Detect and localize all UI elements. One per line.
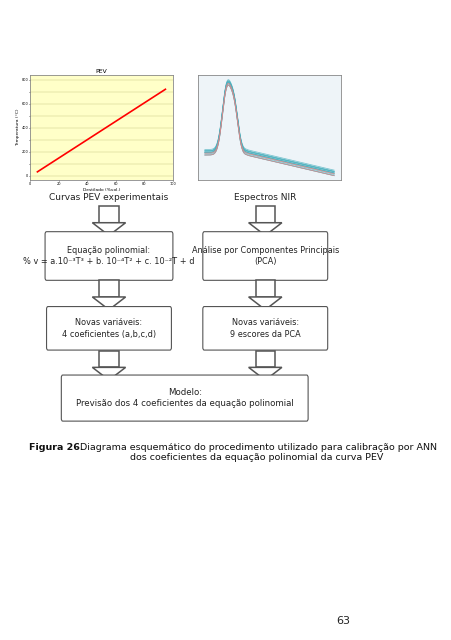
Text: Curvas PEV experimentais: Curvas PEV experimentais	[49, 193, 168, 202]
Text: 63: 63	[336, 616, 350, 626]
FancyBboxPatch shape	[202, 232, 327, 280]
Text: Novas variáveis:
4 coeficientes (a,b,c,d): Novas variáveis: 4 coeficientes (a,b,c,d…	[62, 318, 156, 339]
Polygon shape	[99, 351, 118, 367]
Polygon shape	[255, 351, 274, 367]
Text: Modelo:
Previsão dos 4 coeficientes da equação polinomial: Modelo: Previsão dos 4 coeficientes da e…	[76, 388, 293, 408]
FancyBboxPatch shape	[45, 232, 173, 280]
Text: Figura 26.: Figura 26.	[29, 443, 83, 452]
FancyBboxPatch shape	[202, 307, 327, 350]
Polygon shape	[92, 223, 125, 236]
Polygon shape	[248, 223, 281, 236]
Polygon shape	[99, 280, 118, 297]
FancyBboxPatch shape	[46, 307, 171, 350]
Polygon shape	[99, 206, 118, 223]
Polygon shape	[255, 206, 274, 223]
Polygon shape	[92, 367, 125, 380]
Text: Diagrama esquemático do procedimento utilizado para calibração por ANN
dos coefi: Diagrama esquemático do procedimento uti…	[77, 443, 436, 462]
Polygon shape	[248, 297, 281, 310]
Polygon shape	[92, 297, 125, 310]
Text: Equação polinomial:
% v = a.10⁻³T³ + b. 10⁻⁴T² + c. 10⁻²T + d: Equação polinomial: % v = a.10⁻³T³ + b. …	[23, 246, 194, 266]
Text: Análise por Componentes Principais
(PCA): Análise por Componentes Principais (PCA)	[191, 246, 338, 266]
Text: Espectros NIR: Espectros NIR	[234, 193, 296, 202]
FancyBboxPatch shape	[61, 375, 308, 421]
Text: Novas variáveis:
9 escores da PCA: Novas variáveis: 9 escores da PCA	[230, 318, 300, 339]
Polygon shape	[248, 367, 281, 380]
Polygon shape	[255, 280, 274, 297]
